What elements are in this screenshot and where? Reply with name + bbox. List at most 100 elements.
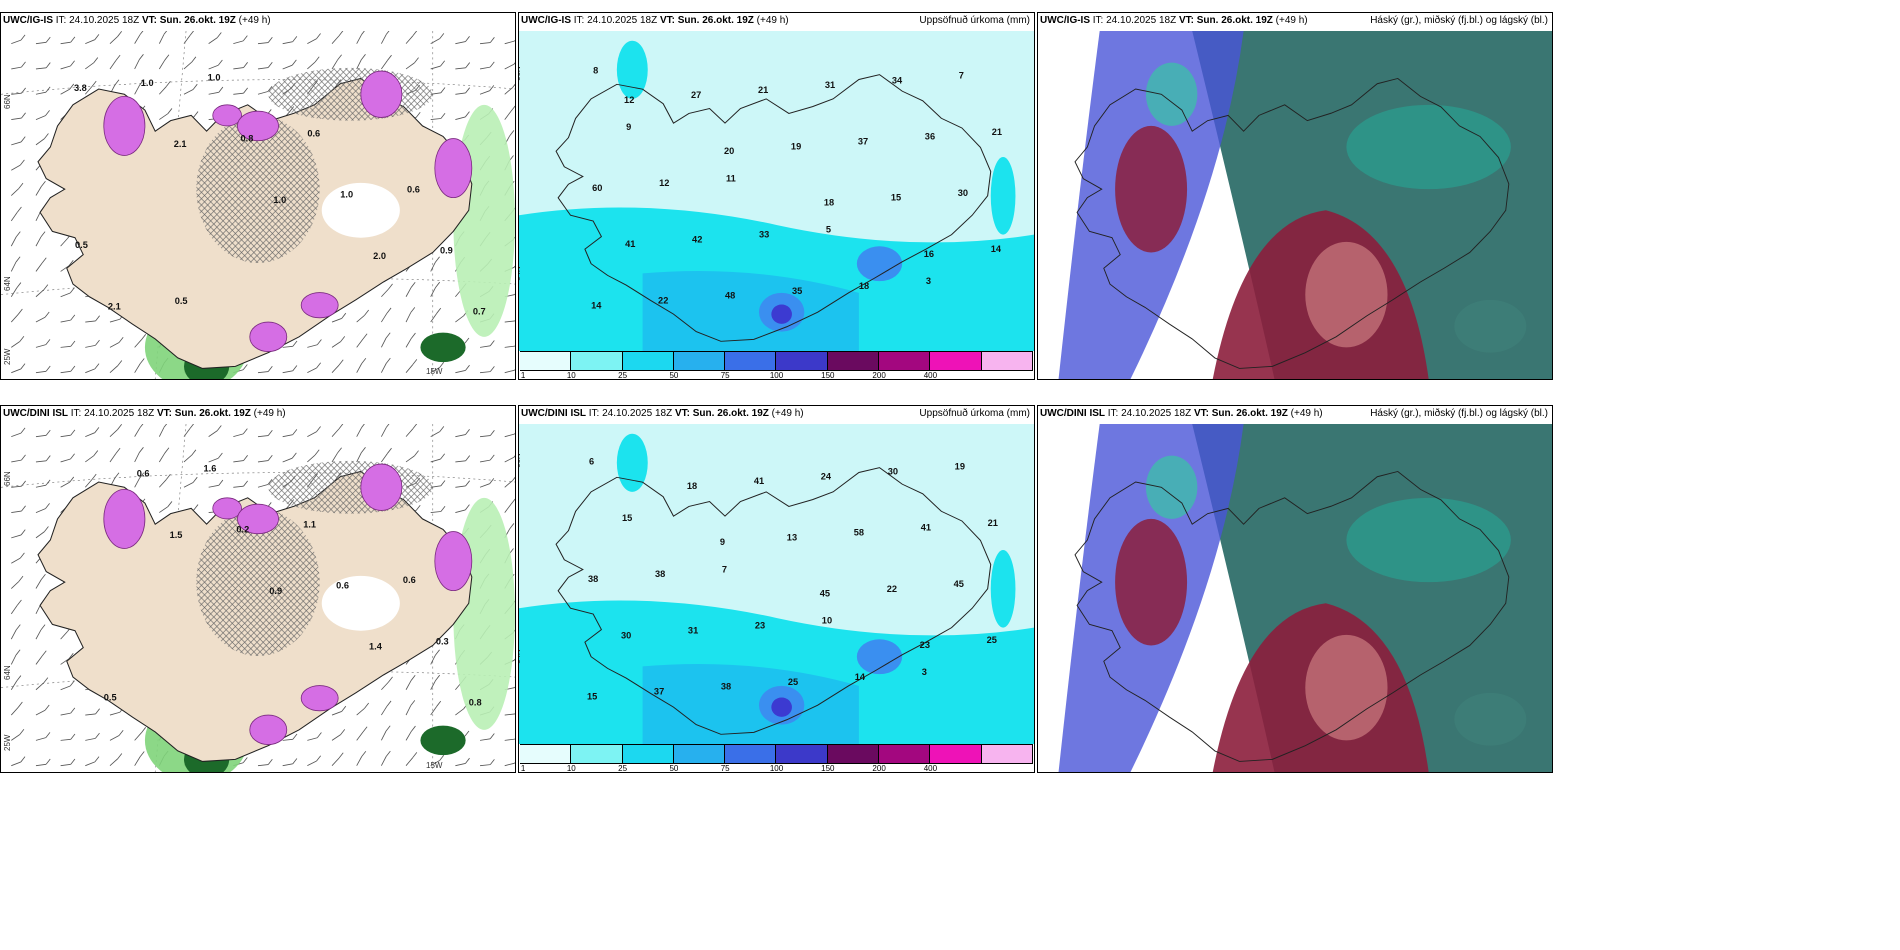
value-label: 13 <box>787 533 797 543</box>
colorbar-swatches <box>520 744 1033 764</box>
colorbar-tick: 1 <box>520 764 526 773</box>
value-label: 34 <box>892 76 902 86</box>
value-label: 48 <box>725 291 735 301</box>
value-label: 31 <box>825 80 835 90</box>
value-label: 10 <box>822 616 832 626</box>
colorbar-swatch <box>571 352 623 370</box>
precip-type-map: 1.5 0.9 1.4 0.8 0.6 0.2 0.6 0.3 0.5 1.6 1.1 0.6 <box>1 424 515 772</box>
colorbar: 1 10 25 50 75 100 150 200 400 <box>520 744 1033 772</box>
value-label: 60 <box>592 183 602 193</box>
value-label: 23 <box>755 621 765 631</box>
value-label: 7 <box>959 71 964 81</box>
panel-clouds-igis: UWC/IG-IS IT: 24.10.2025 18Z VT: Sun. 26… <box>1037 12 1553 380</box>
colorbar-ticks: 1 10 25 50 75 100 150 200 400 <box>520 371 1033 380</box>
lat-label-66n: 66N <box>3 94 12 109</box>
value-label: 9 <box>720 537 725 547</box>
iceland-coastline <box>555 467 992 735</box>
value-label: 12 <box>624 95 634 105</box>
colorbar-swatch <box>622 745 674 763</box>
lat-label-64n: 64N <box>3 276 12 291</box>
colorbar-tick: 25 <box>618 371 628 380</box>
colorbar-swatch <box>776 352 828 370</box>
accum-precip-map: 12 20 18 16 14 27 19 15 14 22 21 37 30 41 48 31 36 60 42 35… <box>519 31 1034 351</box>
panel-title: UWC/IG-IS IT: 24.10.2025 18Z VT: Sun. 26… <box>3 15 271 26</box>
iceland-coastline <box>1074 470 1510 762</box>
value-label: 30 <box>958 188 968 198</box>
colorbar-tick: 75 <box>720 764 730 773</box>
value-label: 0.9 <box>269 586 282 596</box>
colorbar-tick: 50 <box>669 371 679 380</box>
value-label: 25 <box>788 677 798 687</box>
value-label: 22 <box>658 296 668 306</box>
value-label: 3.8 <box>74 83 87 93</box>
panel-precip-type-igis: UWC/IG-IS IT: 24.10.2025 18Z VT: Sun. 26… <box>0 12 516 380</box>
panel-title: UWC/DINI ISL IT: 24.10.2025 18Z VT: Sun.… <box>3 408 286 419</box>
value-label: 36 <box>925 132 935 142</box>
colorbar-swatch <box>827 352 880 370</box>
value-label: 5 <box>826 225 831 235</box>
value-label: 42 <box>692 235 702 245</box>
value-label: 15 <box>622 513 632 523</box>
precip-fill <box>519 40 1034 351</box>
value-label: 1.0 <box>208 72 221 82</box>
value-label: 0.6 <box>336 580 349 590</box>
colorbar-tick: 100 <box>769 371 784 380</box>
glacier <box>321 182 400 238</box>
panel-title: UWC/IG-IS IT: 24.10.2025 18Z VT: Sun. 26… <box>521 15 789 26</box>
value-label: 0.5 <box>104 692 117 702</box>
value-label: 1.5 <box>170 530 183 540</box>
value-label: 18 <box>859 281 869 291</box>
lat-label-64n: 64N <box>518 266 522 281</box>
value-label: 38 <box>588 574 598 584</box>
colorbar-tick: 10 <box>566 764 576 773</box>
iceland-coastline <box>1074 77 1510 369</box>
value-label: 0.3 <box>436 636 449 646</box>
value-label: 9 <box>626 122 631 132</box>
value-label: 0.7 <box>473 307 486 317</box>
value-label: 3 <box>926 276 931 286</box>
value-label: 35 <box>792 286 802 296</box>
value-label: 30 <box>888 467 898 477</box>
value-label: 8 <box>593 66 598 76</box>
colorbar-tick: 100 <box>769 764 784 773</box>
colorbar-swatch <box>981 745 1033 763</box>
cloud-layers <box>1058 31 1552 379</box>
value-label: 19 <box>791 142 801 152</box>
value-label: 45 <box>820 589 830 599</box>
value-label: 45 <box>954 579 964 589</box>
value-label: 0.6 <box>307 128 320 138</box>
lat-label-66n: 66N <box>518 453 522 468</box>
value-label: 24 <box>821 472 831 482</box>
accum-precip-map: 9 45 23 15 18 13 22 25 37 41 58 45 30 38 24 41 38 31 25 30 2… <box>519 424 1034 744</box>
value-label: 14 <box>591 301 601 311</box>
snow-hatch-area <box>196 508 320 656</box>
value-label: 18 <box>824 198 834 208</box>
panel-subtitle: Háský (gr.), miðský (fj.bl.) og lágský (… <box>1370 408 1548 419</box>
value-label: 1.0 <box>141 78 154 88</box>
panel-title: UWC/IG-IS IT: 24.10.2025 18Z VT: Sun. 26… <box>1040 15 1308 26</box>
lat-label-64n: 64N <box>3 665 12 680</box>
colorbar-tick: 200 <box>872 764 886 773</box>
colorbar-tick: 25 <box>618 764 628 773</box>
colorbar-swatch <box>930 352 982 370</box>
value-label: 22 <box>887 584 897 594</box>
colorbar-tick: 10 <box>566 371 576 380</box>
value-label: 0.5 <box>175 296 188 306</box>
value-label: 0.6 <box>137 469 150 479</box>
value-label: 30 <box>621 631 631 641</box>
snow-hatch-area <box>268 67 433 121</box>
value-label: 27 <box>691 90 701 100</box>
value-label: 0.5 <box>75 240 88 250</box>
colorbar-swatch <box>622 352 674 370</box>
value-label: 18 <box>687 481 697 491</box>
value-label: 41 <box>625 239 635 249</box>
colorbar-swatch <box>776 745 828 763</box>
value-label: 41 <box>754 476 764 486</box>
panel-title: UWC/DINI ISL IT: 24.10.2025 18Z VT: Sun.… <box>1040 408 1323 419</box>
colorbar-tick: 150 <box>821 764 835 773</box>
value-label: 0.9 <box>440 245 453 255</box>
colorbar-swatch <box>725 352 777 370</box>
value-label: 0.2 <box>236 525 249 535</box>
value-label: 0.6 <box>407 184 420 194</box>
value-label: 15 <box>891 193 901 203</box>
